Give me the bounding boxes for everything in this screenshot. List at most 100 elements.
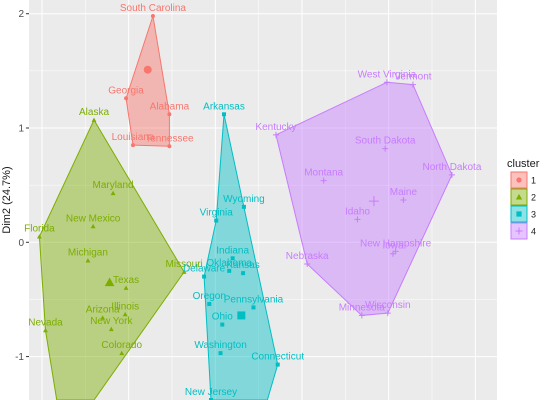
data-point xyxy=(123,285,129,290)
legend-marker xyxy=(516,177,522,183)
data-point xyxy=(383,79,390,86)
point-label: Iowa xyxy=(382,241,404,252)
point-label: Pennsylvania xyxy=(224,294,284,305)
data-point xyxy=(43,327,48,333)
point-label: Florida xyxy=(24,224,55,235)
point-label: Washington xyxy=(194,340,246,351)
point-label: Indiana xyxy=(216,245,249,256)
point-label: Oregon xyxy=(193,291,226,302)
data-point xyxy=(241,204,246,209)
point-label: New Hampshire xyxy=(360,238,432,249)
point-labels: South Carolina Georgia Alabama LouisianaTen… xyxy=(24,3,482,398)
point-label: Illinois xyxy=(111,301,139,312)
cluster-points xyxy=(37,14,455,400)
point-label: Tennessee xyxy=(145,133,194,144)
legend-item-4: 4 xyxy=(510,222,536,240)
legend-title: cluster xyxy=(507,158,540,170)
point-label: New Mexico xyxy=(66,213,121,224)
legend: cluster 1 2 3 4 xyxy=(507,158,540,240)
point-label: Ohio xyxy=(212,312,234,323)
point-label: North Dakota xyxy=(422,162,481,173)
y-axis-ticks: -1 0 1 2 xyxy=(15,9,29,363)
point-label: Nebraska xyxy=(286,251,329,262)
data-point xyxy=(202,274,207,279)
legend-label: 2 xyxy=(531,193,536,203)
point-label: Louisiana xyxy=(112,132,155,143)
legend-items: 1 2 3 4 xyxy=(510,171,536,240)
point-label: Nevada xyxy=(28,317,63,328)
y-axis-label: Dim2 (24.7%) xyxy=(1,166,13,233)
data-point xyxy=(209,398,213,400)
point-label: Wisconsin xyxy=(365,300,411,311)
y-tick-label: -1 xyxy=(15,352,24,363)
data-point xyxy=(382,145,389,152)
point-label: Alabama xyxy=(150,101,190,112)
data-point xyxy=(131,143,135,148)
data-point xyxy=(222,112,226,117)
point-label: Arkansas xyxy=(203,101,245,112)
cluster-centroid xyxy=(368,196,379,207)
hull-cluster-1 xyxy=(125,15,170,147)
cluster-centroid xyxy=(237,311,246,320)
data-point xyxy=(275,362,280,367)
y-tick-label: 0 xyxy=(18,238,24,249)
plot-panel xyxy=(29,0,497,400)
data-point xyxy=(409,81,416,88)
legend-item-1: 1 xyxy=(510,171,536,189)
legend-marker xyxy=(515,193,523,200)
data-point xyxy=(122,311,128,317)
point-label: Maryland xyxy=(92,180,133,191)
cluster-centroid xyxy=(104,277,115,287)
legend-label: 4 xyxy=(531,227,536,237)
point-label: Texas xyxy=(113,275,139,286)
point-label: Virginia xyxy=(200,208,234,219)
data-point xyxy=(400,197,407,203)
data-point xyxy=(448,171,455,178)
point-label: Montana xyxy=(304,168,343,179)
y-tick-label: 1 xyxy=(18,124,24,135)
data-point xyxy=(150,14,155,18)
legend-item-2: 2 xyxy=(510,188,536,206)
point-label: Kansas xyxy=(226,260,259,271)
data-point xyxy=(214,218,219,223)
legend-item-3: 3 xyxy=(510,205,536,223)
data-point xyxy=(108,326,114,332)
cluster-hulls xyxy=(38,15,453,400)
data-point xyxy=(390,250,396,257)
data-point xyxy=(85,258,91,263)
point-label: Connecticut xyxy=(251,352,304,363)
data-point xyxy=(354,216,361,223)
data-point xyxy=(181,269,187,274)
point-label: Idaho xyxy=(345,206,370,217)
point-label: Oklahoma xyxy=(206,258,252,269)
data-point xyxy=(91,117,97,122)
data-point xyxy=(320,177,327,184)
data-point xyxy=(119,350,125,356)
legend-label: 1 xyxy=(531,176,536,186)
point-label: Maine xyxy=(390,187,418,198)
point-label: South Carolina xyxy=(120,3,187,14)
data-point xyxy=(100,315,106,320)
y-tick-label: 2 xyxy=(18,9,24,20)
point-label: Missouri xyxy=(166,259,203,270)
point-label: Alaska xyxy=(79,107,109,118)
point-label: Michigan xyxy=(68,248,108,259)
point-label: Delaware xyxy=(183,264,226,275)
data-point xyxy=(251,305,256,310)
data-point xyxy=(110,190,116,196)
data-point xyxy=(220,322,225,327)
point-label: South Dakota xyxy=(355,136,416,147)
data-point xyxy=(241,271,246,276)
point-label: Arizona xyxy=(86,305,120,316)
point-label: Wyoming xyxy=(223,194,265,205)
point-label: Georgia xyxy=(108,85,144,96)
data-point xyxy=(207,302,212,306)
point-label: New Jersey xyxy=(185,387,237,398)
point-label: West Virginia xyxy=(358,69,417,80)
data-point xyxy=(37,234,42,239)
point-label: Minnesota xyxy=(339,302,386,313)
data-point xyxy=(304,261,311,267)
data-point xyxy=(227,268,232,273)
legend-label: 3 xyxy=(531,210,536,220)
